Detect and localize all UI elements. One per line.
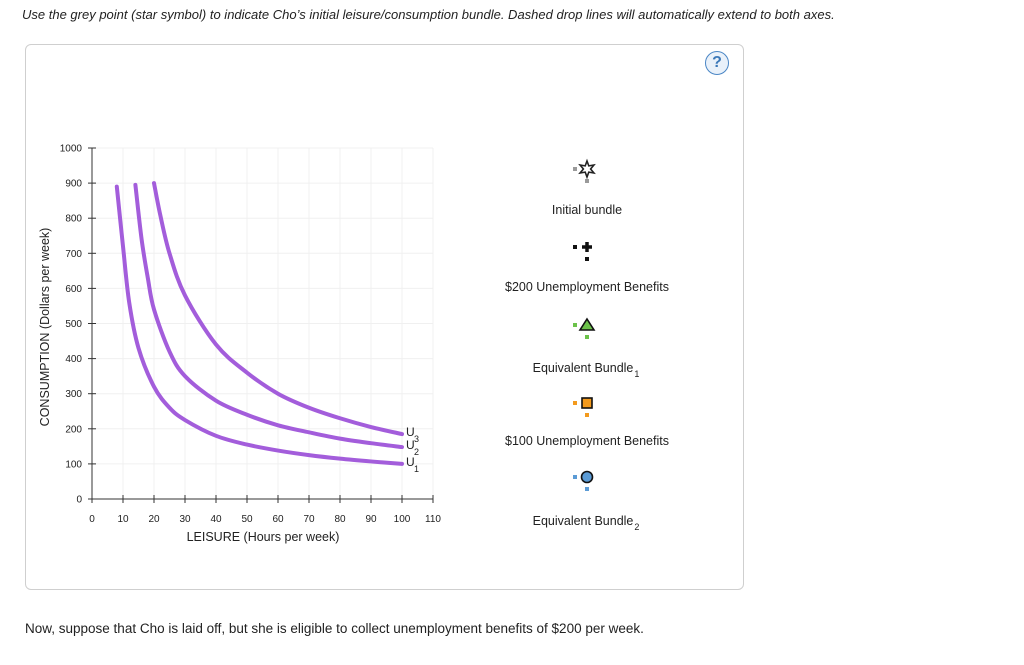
- legend-item-2[interactable]: $200 Unemployment Benefits: [505, 242, 669, 294]
- curve-u2: [133, 182, 404, 450]
- y-tick-label: 200: [65, 424, 82, 435]
- circle-icon: [580, 470, 594, 484]
- curve-u1: [114, 184, 404, 466]
- x-tick-label: 70: [303, 514, 315, 525]
- legend[interactable]: Initial bundle $200 Unemployment Benefits…: [505, 158, 669, 533]
- y-tick-label: 700: [65, 249, 82, 260]
- tool-hint-mark: [573, 401, 577, 405]
- x-tick-label: 0: [89, 514, 95, 525]
- curve-u3: [152, 181, 404, 437]
- y-tick-label: 900: [65, 179, 82, 190]
- y-tick-label: 300: [65, 389, 82, 400]
- star-icon: [578, 158, 596, 180]
- square-icon: [581, 397, 593, 409]
- x-tick-label: 10: [117, 514, 129, 525]
- legend-label: $100 Unemployment Benefits: [505, 434, 669, 448]
- x-tick-label: 110: [425, 514, 441, 525]
- tick-labels: 0 10 20 30 40 50 60 70 80 90 100 110 0 100 200 300 400 50…: [60, 144, 442, 526]
- curve-label-sub-u1: 1: [414, 464, 419, 474]
- y-tick-label: 500: [65, 319, 82, 330]
- x-tick-label: 90: [365, 514, 377, 525]
- x-tick-label: 40: [210, 514, 222, 525]
- legend-item-3[interactable]: Equivalent Bundle 1: [533, 317, 640, 379]
- x-tick-label: 20: [148, 514, 160, 525]
- curve-label-sub-u3: 3: [414, 434, 419, 444]
- curve-label-u3: U: [406, 425, 415, 439]
- y-axis-label: CONSUMPTION (Dollars per week): [38, 228, 52, 427]
- legend-label: Equivalent Bundle: [533, 514, 634, 528]
- x-tick-label: 80: [334, 514, 346, 525]
- curve-label-sub-u2: 2: [414, 447, 419, 457]
- question-text: Now, suppose that Cho is laid off, but s…: [25, 621, 644, 636]
- y-tick-label: 0: [76, 495, 82, 506]
- axes: [88, 147, 434, 503]
- curve-label-u2: U: [406, 438, 415, 452]
- tool-hint-mark: [573, 475, 577, 479]
- legend-item-5[interactable]: Equivalent Bundle 2: [533, 470, 640, 533]
- instruction-text: Use the grey point (star symbol) to indi…: [22, 7, 835, 22]
- tool-hint-mark: [585, 179, 589, 183]
- curve-label-u1: U: [406, 455, 415, 469]
- tool-hint-mark: [585, 487, 589, 491]
- y-tick-label: 1000: [60, 144, 83, 155]
- x-tick-label: 30: [179, 514, 191, 525]
- y-tick-label: 600: [65, 284, 82, 295]
- tool-hint-mark: [585, 335, 589, 339]
- legend-label: Equivalent Bundle: [533, 361, 634, 375]
- legend-label-sub: 2: [634, 522, 639, 532]
- y-tick-label: 800: [65, 214, 82, 225]
- y-tick-label: 100: [65, 459, 82, 470]
- legend-item-1[interactable]: Initial bundle: [552, 158, 622, 217]
- legend-label: Initial bundle: [552, 203, 622, 217]
- legend-label: $200 Unemployment Benefits: [505, 280, 669, 294]
- tool-hint-mark: [573, 245, 577, 249]
- tool-hint-mark: [573, 323, 577, 327]
- legend-label-sub: 1: [634, 369, 639, 379]
- triangle-icon: [578, 317, 596, 331]
- legend-item-4[interactable]: $100 Unemployment Benefits: [505, 397, 669, 448]
- tool-hint-mark: [573, 167, 577, 171]
- y-tick-label: 400: [65, 354, 82, 365]
- x-tick-label: 100: [394, 514, 411, 525]
- tool-hint-mark: [585, 413, 589, 417]
- x-tick-label: 50: [241, 514, 253, 525]
- tool-hint-mark: [585, 257, 589, 261]
- indifference-curves: U 1U 2U 3: [114, 181, 419, 474]
- plus-icon: [582, 242, 592, 252]
- help-icon[interactable]: ?: [705, 51, 729, 75]
- x-tick-label: 60: [272, 514, 284, 525]
- grid-lines: [92, 147, 434, 499]
- x-axis-label: LEISURE (Hours per week): [187, 530, 340, 544]
